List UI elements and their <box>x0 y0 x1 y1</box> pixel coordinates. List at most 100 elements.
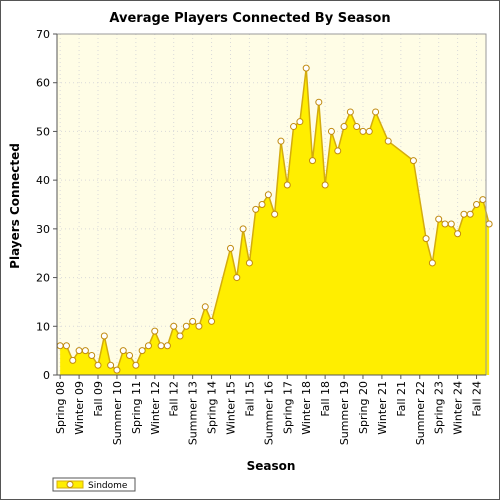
x-tick-label: Winter 09 <box>73 381 86 435</box>
data-point <box>62 342 70 350</box>
x-tick-label: Summer 19 <box>338 381 351 445</box>
y-tick-label: 40 <box>36 174 50 187</box>
data-point <box>132 361 140 369</box>
data-point <box>454 230 462 238</box>
data-point <box>258 201 266 208</box>
y-tick-label: 70 <box>36 28 50 41</box>
y-axis-ticks: 0 10 20 30 40 50 60 70 <box>36 28 58 382</box>
data-point <box>283 181 291 189</box>
data-point <box>327 127 335 135</box>
data-point <box>346 108 354 116</box>
data-point <box>233 274 241 282</box>
data-point <box>144 342 152 350</box>
data-point <box>182 322 190 330</box>
y-tick-label: 30 <box>36 223 50 236</box>
x-tick-label: Fall 21 <box>395 381 408 417</box>
series-area-fill <box>60 68 490 375</box>
x-tick-label: Winter 12 <box>149 381 162 435</box>
data-point <box>372 108 380 116</box>
x-tick-label: Winter 24 <box>452 381 465 435</box>
data-point <box>75 347 83 355</box>
data-point <box>466 210 474 218</box>
x-tick-label: Fall 09 <box>92 381 105 417</box>
data-point <box>107 361 115 369</box>
data-point <box>296 118 304 126</box>
x-tick-label: Winter 15 <box>224 381 237 435</box>
data-point <box>334 147 342 155</box>
y-tick-label: 50 <box>36 125 50 138</box>
data-point <box>353 123 361 131</box>
y-tick-label: 0 <box>43 369 50 382</box>
y-tick-label: 60 <box>36 77 50 90</box>
data-point <box>365 127 373 135</box>
legend-marker <box>66 481 74 488</box>
x-axis-label: Season <box>247 459 296 473</box>
data-point <box>138 347 146 355</box>
data-point <box>447 220 455 228</box>
data-point <box>309 157 317 165</box>
data-point <box>441 220 449 228</box>
data-point <box>119 347 127 355</box>
x-tick-label: Summer 10 <box>111 381 124 445</box>
data-point <box>88 352 96 360</box>
data-point <box>271 210 279 218</box>
data-point <box>302 64 310 72</box>
x-tick-label: Spring 08 <box>54 381 67 434</box>
y-axis-label: Players Connected <box>8 143 22 269</box>
legend: Sindome <box>52 477 136 492</box>
legend-label: Sindome <box>88 481 128 491</box>
data-point <box>239 225 247 233</box>
data-point <box>195 322 203 330</box>
data-point <box>126 352 134 360</box>
data-point <box>485 220 493 228</box>
data-point <box>100 332 108 340</box>
x-tick-label: Spring 14 <box>206 381 219 434</box>
data-point <box>264 191 272 199</box>
data-point <box>428 259 436 267</box>
data-point <box>226 244 234 252</box>
data-point <box>94 361 102 369</box>
data-point <box>321 181 329 189</box>
data-point <box>384 137 392 145</box>
data-point <box>252 205 260 213</box>
data-point <box>245 259 253 267</box>
y-tick-label: 10 <box>36 320 50 333</box>
x-axis-ticks: Spring 08 Winter 09 Fall 09 Summer 10 Spring… <box>54 374 486 445</box>
data-point <box>359 127 367 135</box>
data-point <box>201 303 209 311</box>
data-point <box>422 235 430 243</box>
data-point <box>479 196 487 204</box>
data-point <box>157 342 165 350</box>
data-point <box>113 366 121 374</box>
x-tick-label: Fall 24 <box>471 381 484 417</box>
data-point <box>208 317 216 325</box>
data-point <box>409 157 417 165</box>
data-point <box>69 356 77 364</box>
x-tick-label: Fall 18 <box>319 381 332 417</box>
data-point <box>56 342 64 350</box>
data-point <box>170 322 178 330</box>
data-point <box>163 342 171 350</box>
data-point <box>460 210 468 218</box>
x-tick-label: Spring 23 <box>433 381 446 434</box>
y-tick-label: 20 <box>36 272 50 285</box>
x-tick-label: Winter 18 <box>300 381 313 435</box>
chart-title: Average Players Connected By Season <box>109 11 390 26</box>
data-point <box>290 123 298 131</box>
x-tick-label: Fall 12 <box>168 381 181 417</box>
data-point <box>340 123 348 131</box>
data-point <box>81 347 89 355</box>
x-tick-label: Summer 13 <box>187 381 200 445</box>
x-tick-label: Summer 16 <box>262 381 275 445</box>
data-point <box>151 327 159 335</box>
data-point <box>315 98 323 106</box>
x-tick-label: Winter 21 <box>376 381 389 435</box>
data-point <box>473 201 481 208</box>
data-point <box>277 137 285 145</box>
x-tick-label: Spring 11 <box>130 381 143 434</box>
data-points <box>56 64 493 374</box>
x-tick-label: Spring 20 <box>357 381 370 434</box>
data-point <box>189 317 197 325</box>
x-tick-label: Spring 17 <box>281 381 294 434</box>
